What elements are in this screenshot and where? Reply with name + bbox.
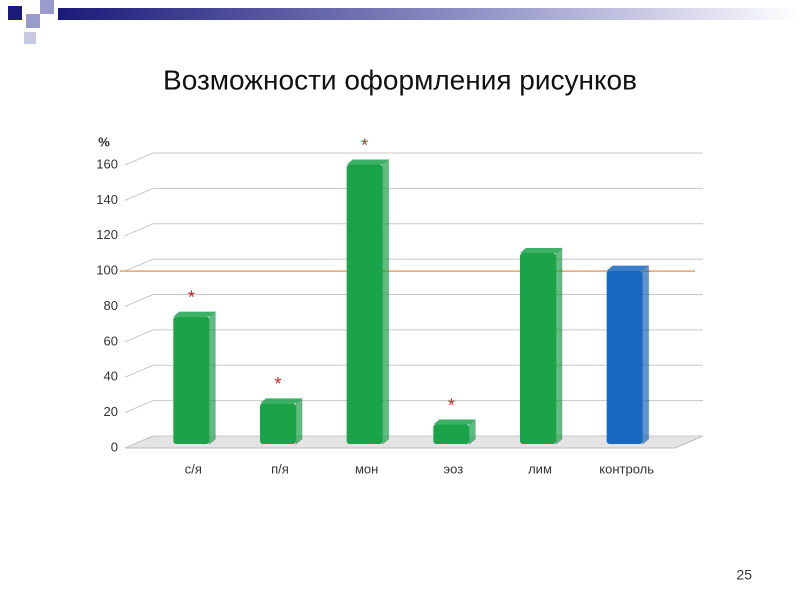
bar <box>346 164 383 444</box>
grid-line <box>124 435 703 449</box>
bar-side <box>642 264 650 446</box>
page-number: 25 <box>736 567 752 583</box>
x-tick-label: контроль <box>599 461 654 476</box>
bar-top <box>173 311 216 317</box>
decor-square <box>24 32 36 44</box>
slide-title: Возможности оформления рисунков <box>163 64 637 95</box>
decor-square <box>40 0 54 14</box>
y-tick-label: 40 <box>104 369 118 384</box>
grid-line <box>124 364 703 378</box>
bar-top <box>433 419 476 425</box>
bar-side <box>382 158 390 446</box>
bar-top <box>346 159 389 165</box>
bar <box>606 270 643 444</box>
bar-top <box>606 265 649 271</box>
bar-side <box>555 246 563 446</box>
x-tick-label: мон <box>355 461 378 476</box>
y-tick-label: 80 <box>104 298 118 313</box>
decor-square <box>8 6 22 20</box>
y-axis-label: % <box>98 134 110 149</box>
y-tick-label: 60 <box>104 333 118 348</box>
y-tick-label: 160 <box>96 156 118 171</box>
y-tick-label: 0 <box>111 439 118 454</box>
bar-side <box>208 310 216 446</box>
x-tick-label: лим <box>528 461 552 476</box>
grid-line <box>124 223 703 237</box>
grid-line <box>124 258 703 272</box>
grid-line <box>124 329 703 343</box>
top-bar <box>58 8 800 20</box>
bar-side <box>295 397 303 446</box>
x-tick-label: эоз <box>443 461 463 476</box>
x-tick-label: п/я <box>271 461 289 476</box>
bar <box>260 403 296 444</box>
bar <box>173 316 210 444</box>
bar <box>433 424 470 444</box>
y-tick-label: 120 <box>96 227 118 242</box>
bar-top <box>260 398 302 404</box>
x-tick-label: с/я <box>185 461 202 476</box>
y-tick-label: 20 <box>104 404 118 419</box>
y-tick-label: 100 <box>96 263 118 278</box>
significance-mark: * <box>274 374 281 394</box>
significance-mark: * <box>361 135 368 155</box>
y-tick-label: 140 <box>96 192 118 207</box>
bar-top <box>520 247 562 253</box>
decor-square <box>26 14 40 28</box>
grid-line <box>124 152 703 166</box>
bar <box>520 252 556 444</box>
grid-line <box>124 400 703 414</box>
grid-line <box>124 294 703 307</box>
significance-mark: * <box>188 287 195 307</box>
grid-line <box>124 187 703 201</box>
significance-mark: * <box>448 395 455 415</box>
